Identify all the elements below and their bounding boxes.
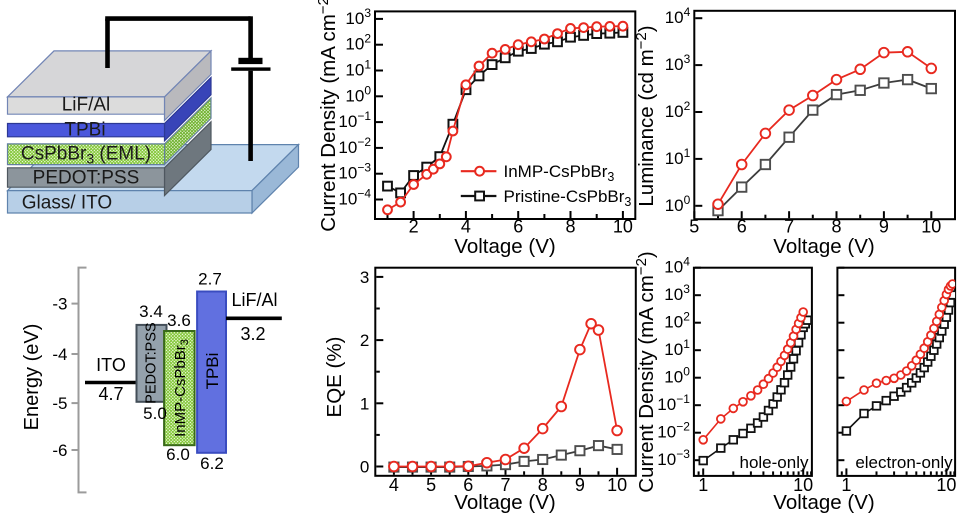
svg-text:3.4: 3.4 bbox=[139, 302, 163, 321]
svg-text:PEDOT:PSS: PEDOT:PSS bbox=[33, 168, 140, 189]
svg-text:TPBi: TPBi bbox=[203, 353, 222, 390]
svg-text:hole-only: hole-only bbox=[740, 453, 809, 472]
svg-text:1: 1 bbox=[698, 475, 708, 495]
svg-text:InMP-CsPbBr3: InMP-CsPbBr3 bbox=[504, 162, 615, 184]
svg-text:6: 6 bbox=[513, 217, 523, 237]
svg-text:-6: -6 bbox=[52, 441, 67, 460]
svg-text:10: 10 bbox=[607, 475, 627, 495]
svg-text:-3: -3 bbox=[52, 295, 67, 314]
svg-text:InMP-CsPbBr3: InMP-CsPbBr3 bbox=[172, 339, 191, 437]
svg-text:8: 8 bbox=[538, 475, 548, 495]
svg-text:6.2: 6.2 bbox=[200, 454, 224, 473]
svg-text:electron-only: electron-only bbox=[855, 453, 953, 472]
svg-text:5: 5 bbox=[689, 217, 699, 237]
svg-text:10: 10 bbox=[613, 217, 633, 237]
svg-text:1: 1 bbox=[360, 394, 369, 413]
svg-text:8: 8 bbox=[831, 217, 841, 237]
svg-text:Current Density (mA cm−2): Current Density (mA cm−2) bbox=[315, 0, 340, 232]
svg-text:10: 10 bbox=[936, 475, 956, 495]
svg-text:2: 2 bbox=[409, 217, 419, 237]
svg-text:6: 6 bbox=[737, 217, 747, 237]
svg-text:LiF/Al: LiF/Al bbox=[62, 95, 111, 116]
svg-text:7: 7 bbox=[784, 217, 794, 237]
svg-text:LiF/Al: LiF/Al bbox=[231, 290, 277, 310]
svg-text:3.2: 3.2 bbox=[240, 324, 265, 344]
svg-text:7: 7 bbox=[500, 475, 510, 495]
svg-text:TPBi: TPBi bbox=[64, 120, 105, 141]
svg-text:9: 9 bbox=[575, 475, 585, 495]
svg-text:-4: -4 bbox=[52, 345, 67, 364]
svg-text:Luminance (cd m−2): Luminance (cd m−2) bbox=[633, 25, 658, 206]
svg-text:5.0: 5.0 bbox=[143, 404, 167, 423]
svg-text:3.6: 3.6 bbox=[167, 311, 191, 330]
svg-text:PEDOT:PSS: PEDOT:PSS bbox=[144, 322, 160, 403]
svg-text:4.7: 4.7 bbox=[98, 384, 123, 404]
svg-text:4: 4 bbox=[461, 217, 471, 237]
svg-text:6: 6 bbox=[463, 475, 473, 495]
svg-text:Current Density (mA cm−2): Current Density (mA cm−2) bbox=[633, 251, 658, 493]
svg-text:2: 2 bbox=[360, 331, 369, 350]
svg-text:10: 10 bbox=[921, 217, 941, 237]
svg-text:Voltage (V): Voltage (V) bbox=[773, 235, 874, 258]
svg-text:4: 4 bbox=[389, 475, 399, 495]
svg-text:2.7: 2.7 bbox=[198, 270, 222, 289]
svg-text:0: 0 bbox=[360, 458, 369, 477]
svg-text:Voltage (V): Voltage (V) bbox=[454, 235, 555, 258]
svg-text:8: 8 bbox=[565, 217, 575, 237]
svg-text:6.0: 6.0 bbox=[166, 445, 190, 464]
svg-text:CsPbBr3 (EML): CsPbBr3 (EML) bbox=[21, 144, 151, 167]
svg-text:10: 10 bbox=[793, 475, 813, 495]
svg-text:Glass/ ITO: Glass/ ITO bbox=[22, 193, 112, 214]
svg-text:ITO: ITO bbox=[96, 355, 126, 375]
svg-text:-5: -5 bbox=[52, 394, 67, 413]
svg-text:Pristine-CsPbBr3: Pristine-CsPbBr3 bbox=[504, 187, 632, 209]
svg-text:Energy (eV): Energy (eV) bbox=[21, 324, 43, 431]
svg-text:Voltage (V): Voltage (V) bbox=[454, 491, 555, 514]
svg-text:9: 9 bbox=[879, 217, 889, 237]
svg-text:Voltage (V): Voltage (V) bbox=[773, 491, 874, 514]
svg-text:1: 1 bbox=[841, 475, 851, 495]
svg-text:5: 5 bbox=[426, 475, 436, 495]
svg-text:3: 3 bbox=[360, 268, 369, 287]
svg-text:EQE (%): EQE (%) bbox=[323, 337, 346, 418]
